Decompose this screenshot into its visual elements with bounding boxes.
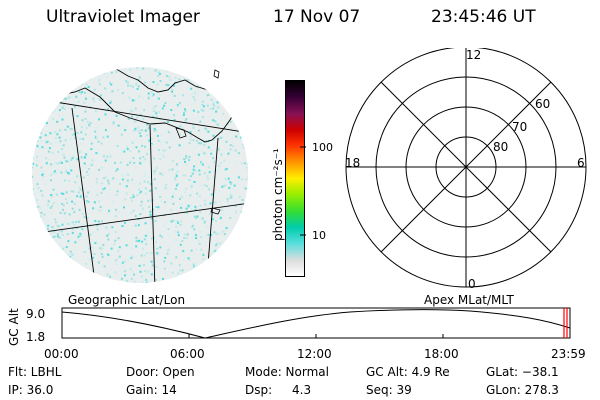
altitude-curve	[61, 309, 571, 339]
colorbar-unit-label: photon cm⁻²s⁻¹	[271, 148, 285, 241]
left-panel-label: Geographic Lat/Lon	[68, 293, 186, 307]
mlt-label-18: 18	[345, 156, 361, 170]
altitude-xtick-1800: 18:00	[424, 347, 459, 361]
time-label: 23:45:46 UT	[431, 7, 536, 27]
altitude-ytick-1-8: 1.8	[26, 330, 46, 344]
lon-line-2	[149, 124, 156, 283]
filter-info: Flt: LBHL	[8, 365, 62, 379]
mlt-label-6: 6	[577, 156, 585, 170]
polar-plot	[345, 48, 587, 288]
altitude-xtick-1200: 12:00	[297, 347, 332, 361]
mlat-label-60: 60	[535, 97, 551, 111]
geographic-image	[32, 67, 248, 283]
glat-info: GLat: −38.1	[486, 365, 559, 379]
door-info: Door: Open	[126, 365, 195, 379]
island-outline	[210, 207, 221, 215]
ip-info: IP: 36.0	[8, 383, 54, 397]
coastline	[32, 67, 237, 143]
date-label: 17 Nov 07	[273, 7, 361, 27]
mlt-label-12: 12	[466, 48, 482, 62]
island-outline	[175, 127, 187, 139]
mlt-label-0: 0	[468, 277, 476, 291]
altitude-xtick-0600: 06:00	[170, 347, 205, 361]
island-outline	[213, 69, 220, 79]
colorbar-tick-10: 10	[312, 229, 326, 242]
seq-info: Seq: 39	[366, 383, 412, 397]
altitude-plot	[61, 307, 571, 339]
lat-line-upper	[32, 97, 248, 134]
dsp-value: 4.3	[292, 383, 312, 397]
altitude-xtick-2359: 23:59	[551, 347, 586, 361]
dsp-label: Dsp:	[245, 383, 273, 397]
altitude-xtick-0000: 00:00	[44, 347, 79, 361]
gain-info: Gain: 14	[126, 383, 177, 397]
right-panel-label: Apex MLat/MLT	[424, 293, 514, 307]
mode-info: Mode: Normal	[245, 365, 329, 379]
colorbar-tick-100: 100	[312, 141, 333, 154]
colorbar-ticks	[300, 146, 306, 236]
mlat-label-70: 70	[512, 120, 528, 134]
gc-alt-info: GC Alt: 4.9 Re	[366, 365, 450, 379]
altitude-ylabel: GC Alt	[7, 308, 21, 346]
mlat-label-80: 80	[493, 140, 509, 154]
lon-line-1	[71, 107, 97, 283]
instrument-title: Ultraviolet Imager	[46, 7, 200, 27]
colorbar	[285, 80, 305, 277]
altitude-ytick-9: 9.0	[26, 307, 46, 321]
glon-info: GLon: 278.3	[486, 383, 559, 397]
